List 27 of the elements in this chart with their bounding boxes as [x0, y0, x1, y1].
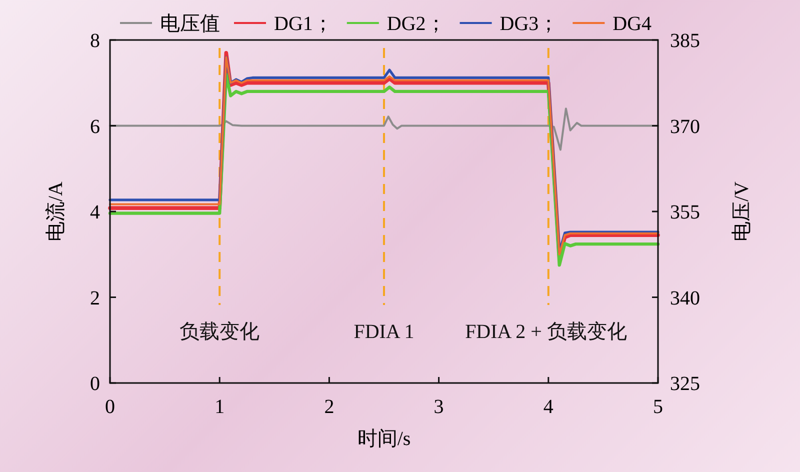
x-tick-label: 4: [543, 396, 554, 418]
x-tick-label: 3: [434, 396, 444, 418]
y-tick-label: 4: [90, 202, 100, 224]
x-tick-label: 0: [105, 396, 115, 418]
y2-axis-title: 电压/V: [731, 180, 753, 242]
ref-line-label: FDIA 1: [354, 321, 414, 343]
x-tick-label: 2: [324, 396, 334, 418]
legend-label: DG2；: [386, 13, 446, 35]
y-tick-label: 0: [90, 373, 100, 395]
x-tick-label: 1: [214, 396, 225, 418]
y-tick-label: 2: [90, 287, 100, 310]
legend-label: DG4: [612, 13, 652, 35]
y2-tick-label: 355: [670, 202, 700, 224]
legend-label: DG3；: [500, 13, 559, 35]
x-axis-title: 时间/s: [357, 428, 411, 450]
y2-tick-label: 370: [670, 116, 700, 138]
ref-line-label: 负载变化: [180, 321, 260, 343]
y-axis-title: 电流/A: [45, 180, 67, 242]
y2-tick-label: 340: [670, 287, 700, 310]
y-tick-label: 8: [90, 30, 100, 52]
ref-line-label: FDIA 2 + 负载变化: [465, 321, 627, 343]
legend-label: DG1；: [274, 13, 333, 35]
y2-tick-label: 385: [670, 30, 700, 52]
x-tick-label: 5: [653, 396, 663, 418]
y2-tick-label: 325: [670, 373, 700, 395]
y-tick-label: 6: [90, 116, 100, 138]
legend-label: 电压值: [160, 13, 220, 35]
